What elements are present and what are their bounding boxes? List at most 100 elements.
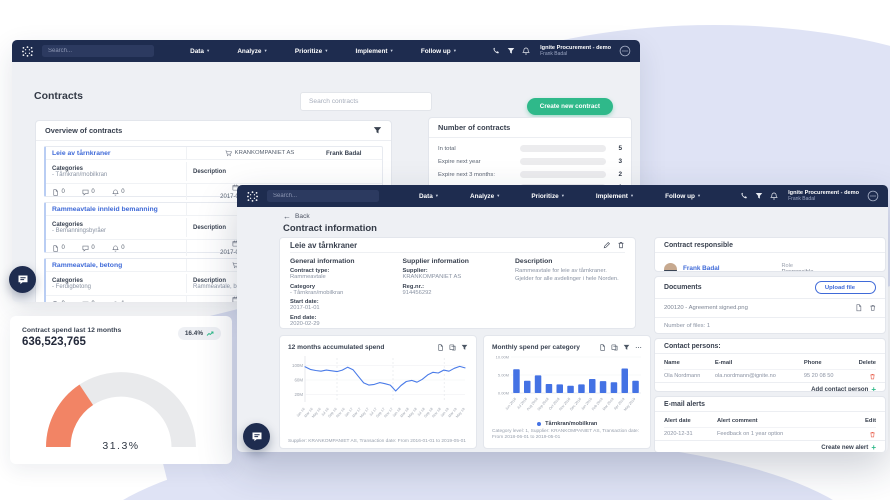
filter-icon[interactable] <box>507 42 515 60</box>
bell-icon[interactable] <box>770 187 779 205</box>
table-cell: 95 20 08 50 <box>803 373 834 379</box>
files-count: 0 <box>52 188 65 196</box>
copy-icon[interactable] <box>611 344 618 351</box>
export-icon[interactable] <box>437 343 444 351</box>
contract-title-link[interactable]: Rammeavtale, betong <box>52 261 123 269</box>
filter-icon[interactable] <box>755 187 763 205</box>
svg-text:Jun 2018: Jun 2018 <box>505 397 518 411</box>
svg-text:10.00M: 10.00M <box>496 355 509 360</box>
nav-item-implement[interactable]: Implement ▾ <box>355 47 393 55</box>
responsible-title: Contract responsible <box>664 241 733 249</box>
nav-item-prioritize[interactable]: Prioritize ▾ <box>294 47 328 55</box>
svg-text:Mar 18: Mar 18 <box>400 407 410 418</box>
nav-item-follow-up[interactable]: Follow up ▾ <box>420 47 456 55</box>
nav-item-follow-up[interactable]: Follow up ▾ <box>665 192 701 200</box>
avatar-button[interactable] <box>619 45 631 57</box>
avatar-button[interactable] <box>867 190 879 202</box>
svg-text:Sep 2018: Sep 2018 <box>537 397 550 411</box>
contract-title-link[interactable]: Rammeavtale innleid bemanning <box>52 205 158 213</box>
table-cell: Feedback on 1 year option <box>717 431 784 437</box>
ignite-logo-icon <box>246 190 259 203</box>
responsible-name[interactable]: Frank Badal <box>683 265 720 272</box>
svg-text:Jan 17: Jan 17 <box>344 407 354 418</box>
svg-text:Sep 16: Sep 16 <box>327 407 337 418</box>
delete-contact-icon[interactable] <box>869 373 876 380</box>
document-trash-icon[interactable] <box>869 304 877 312</box>
export-icon[interactable] <box>599 343 606 351</box>
nav-item-data[interactable]: Data ▾ <box>418 192 439 200</box>
column-header: Edit <box>865 417 876 424</box>
bell-icon[interactable] <box>522 42 531 60</box>
field: Reg.nr.: 914456292 <box>402 283 432 296</box>
brand-name: Ignite Procurement - demo <box>540 44 611 51</box>
legend-dot <box>536 421 542 427</box>
table-cell: ola.nordmann@ignite.no <box>714 373 776 379</box>
gauge-value: 636,523,765 <box>22 336 86 348</box>
nav-item-analyze[interactable]: Analyze ▾ <box>470 192 500 200</box>
delete-alert-icon[interactable] <box>869 431 876 438</box>
files-count: 0 <box>52 300 65 302</box>
field: Supplier: KRANKOMPANIET AS <box>402 268 462 280</box>
file-icon <box>53 188 58 196</box>
contract-title-link[interactable]: Leie av tårnkraner <box>52 149 111 157</box>
upload-icon <box>859 284 866 291</box>
chart-filter-icon[interactable] <box>623 344 630 351</box>
count-row: Expire next year 3 <box>429 155 631 168</box>
svg-text:5.00M: 5.00M <box>498 373 509 378</box>
svg-text:May 2019: May 2019 <box>623 397 636 412</box>
nav-search-input[interactable] <box>42 45 154 57</box>
row-meta: 0 0 1 <box>46 300 186 302</box>
nav-menu: Data ▾ Analyze ▾ Prioritize ▾ Implement ▾ Follow… <box>387 193 732 200</box>
contacts-title: Contact persons: <box>664 342 721 350</box>
chat-button[interactable] <box>9 266 36 293</box>
contracts-search-input[interactable] <box>300 92 432 111</box>
back-link[interactable]: ← Back <box>283 212 310 221</box>
comments-count: 0 <box>82 245 95 252</box>
chat-button[interactable] <box>243 423 270 450</box>
column-header: Name <box>664 359 680 366</box>
table-cell: Ola Nordmann <box>664 373 701 379</box>
document-file-icon[interactable] <box>855 304 863 312</box>
comment-icon <box>82 189 89 196</box>
general-information-section: General information Contract type: Rammea… <box>290 258 391 330</box>
nav-item-prioritize[interactable]: Prioritize ▾ <box>531 192 564 200</box>
more-icon[interactable] <box>635 344 642 351</box>
field: Contract type: Rammeavtale <box>290 268 330 280</box>
table-row: 2020-12-31 Feedback on 1 year option <box>664 427 876 440</box>
phone-icon[interactable] <box>740 187 748 205</box>
add-contact-person-button[interactable]: Add contact person + <box>811 384 876 392</box>
supplier-information-title: Supplier information <box>402 258 469 265</box>
svg-text:Jan 18: Jan 18 <box>392 407 402 418</box>
phone-icon[interactable] <box>492 42 500 60</box>
chart-footer: Category level: 1, Supplier: KRANKOMPANI… <box>492 429 639 441</box>
count-bar <box>520 145 606 152</box>
contract-info-body: ← Back Contract information Leie av tårn… <box>237 207 888 452</box>
contract-card: Leie av tårnkraner General information C… <box>279 237 636 342</box>
accumulated-spend-card: 12 months accumulated spend 100M 60M 20M Ja… <box>279 335 477 449</box>
create-contract-button[interactable]: Create new contract <box>526 98 613 115</box>
bell-icon <box>113 301 117 302</box>
nav-item-implement[interactable]: Implement ▾ <box>595 192 634 200</box>
alerts-count: 0 <box>111 189 125 196</box>
nav-item-analyze[interactable]: Analyze ▾ <box>237 47 267 55</box>
comments-count: 0 <box>82 189 95 196</box>
start-date: 2017-01-01 <box>186 184 278 200</box>
svg-text:May 19: May 19 <box>455 407 466 419</box>
nav-item-data[interactable]: Data ▾ <box>190 47 210 55</box>
chart-filter-icon[interactable] <box>461 344 468 351</box>
chart-legend: Tårnkran/mobilkran <box>492 421 642 427</box>
overview-card: Overview of contracts Leie av tårnkraner… <box>35 120 392 302</box>
delete-icon[interactable] <box>617 241 625 249</box>
page-title: Contracts <box>34 90 84 102</box>
copy-icon[interactable] <box>449 344 456 351</box>
alerts-count: 0 <box>111 245 125 252</box>
supplier-information-section: Supplier information Supplier: KRANKOMPAN… <box>403 258 504 330</box>
upload-file-button[interactable]: Upload file <box>814 281 876 294</box>
chart-footer: Supplier: KRANKOMPANIET AS, Transaction … <box>288 439 466 444</box>
create-new-alert-button[interactable]: Create new alert + <box>821 442 876 452</box>
filter-icon[interactable] <box>373 126 382 135</box>
brand: Ignite Procurement - demo Frank Badal <box>540 45 611 58</box>
edit-icon[interactable] <box>603 241 611 249</box>
gauge-chart: 31.3% <box>23 352 219 455</box>
nav-search-input[interactable] <box>267 190 379 202</box>
